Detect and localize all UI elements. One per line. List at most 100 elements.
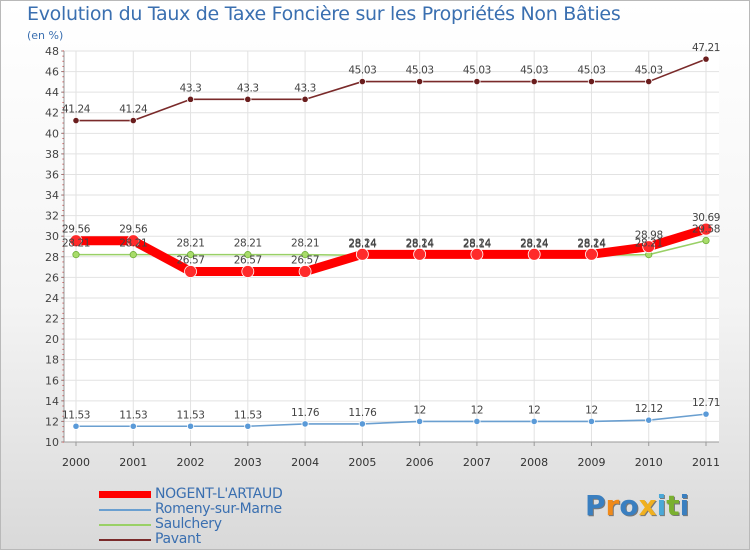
data-point bbox=[416, 77, 424, 86]
x-tick-label: 2000 bbox=[62, 456, 90, 469]
data-label: 12 bbox=[528, 404, 541, 416]
data-label: 28.21 bbox=[234, 238, 262, 250]
y-tick-label: 44 bbox=[45, 86, 59, 99]
legend-label: NOGENT-L'ARTAUD bbox=[155, 486, 283, 502]
logo-letter: P bbox=[585, 489, 606, 522]
y-tick-label: 24 bbox=[45, 292, 59, 305]
data-point bbox=[244, 422, 252, 430]
legend: NOGENT-L'ARTAUD Romeny-sur-Marne Saulche… bbox=[99, 486, 359, 547]
data-label: 47.21 bbox=[692, 42, 720, 54]
data-label: 12 bbox=[585, 404, 598, 416]
data-label: 43.3 bbox=[237, 82, 259, 94]
data-label: 28.21 bbox=[177, 238, 205, 250]
data-point bbox=[72, 422, 80, 430]
data-point bbox=[301, 420, 309, 428]
data-point bbox=[416, 417, 424, 426]
data-point bbox=[129, 116, 137, 125]
data-point bbox=[645, 416, 653, 424]
data-point bbox=[702, 236, 710, 245]
data-point bbox=[186, 422, 195, 430]
y-tick-label: 30 bbox=[45, 230, 59, 243]
data-label: 45.03 bbox=[520, 65, 548, 77]
data-label: 43.3 bbox=[294, 82, 316, 94]
series-line bbox=[76, 224, 708, 277]
data-label: 45.03 bbox=[635, 65, 663, 77]
data-point bbox=[699, 222, 713, 236]
data-label: 28.14 bbox=[520, 238, 549, 250]
data-label: 28.24 bbox=[348, 237, 377, 249]
data-label: 12.12 bbox=[635, 403, 663, 415]
data-point bbox=[358, 420, 366, 428]
legend-label: Romeny-sur-Marne bbox=[155, 501, 282, 517]
data-label: 28.24 bbox=[406, 237, 435, 249]
data-label: 28.21 bbox=[119, 238, 147, 250]
y-tick-label: 36 bbox=[45, 168, 59, 181]
data-label: 11.53 bbox=[234, 409, 262, 421]
y-tick-label: 46 bbox=[45, 66, 59, 79]
data-label: 11.53 bbox=[177, 409, 205, 421]
y-tick-label: 40 bbox=[45, 127, 59, 140]
legend-label: Pavant bbox=[155, 531, 201, 547]
logo-letter: i bbox=[679, 489, 690, 522]
data-point bbox=[186, 251, 195, 259]
data-label: 45.03 bbox=[406, 65, 434, 77]
data-label: 28.21 bbox=[62, 238, 90, 250]
x-tick-label: 2008 bbox=[520, 456, 548, 469]
legend-swatch bbox=[99, 539, 151, 541]
data-label: 29.58 bbox=[692, 224, 720, 236]
data-point bbox=[527, 247, 541, 261]
x-tick-label: 2006 bbox=[406, 456, 434, 469]
y-tick-label: 42 bbox=[45, 107, 59, 120]
data-label: 29.56 bbox=[62, 224, 91, 236]
legend-label: Saulchery bbox=[155, 516, 222, 532]
data-label: 41.24 bbox=[62, 104, 91, 116]
y-tick-label: 10 bbox=[45, 436, 59, 449]
data-point bbox=[413, 247, 427, 261]
data-point bbox=[473, 417, 481, 426]
data-label: 45.03 bbox=[348, 65, 376, 77]
proxiti-logo: Proxiti bbox=[585, 489, 689, 522]
y-tick-label: 16 bbox=[45, 374, 59, 387]
y-tick-label: 38 bbox=[45, 148, 59, 161]
logo-letter: x bbox=[638, 489, 657, 522]
data-label: 43.3 bbox=[180, 82, 202, 94]
legend-item: NOGENT-L'ARTAUD bbox=[99, 486, 359, 502]
data-label: 12.71 bbox=[692, 397, 720, 409]
data-point bbox=[129, 422, 137, 430]
data-point bbox=[645, 77, 653, 86]
data-point bbox=[126, 234, 140, 248]
data-point bbox=[470, 247, 484, 261]
data-label: 41.24 bbox=[119, 104, 148, 116]
data-point bbox=[184, 265, 197, 278]
data-label: 12 bbox=[471, 404, 484, 416]
data-point bbox=[244, 251, 252, 259]
data-point bbox=[642, 240, 656, 254]
data-point bbox=[69, 234, 83, 248]
data-point bbox=[587, 77, 596, 86]
x-tick-label: 2004 bbox=[291, 456, 319, 469]
y-tick-label: 12 bbox=[45, 415, 59, 428]
data-point bbox=[473, 77, 481, 86]
data-point bbox=[72, 251, 80, 259]
data-point bbox=[301, 95, 309, 103]
data-point bbox=[298, 265, 312, 278]
x-tick-label: 2002 bbox=[177, 456, 205, 469]
data-point bbox=[241, 265, 255, 278]
data-point bbox=[702, 55, 710, 63]
x-tick-label: 2003 bbox=[234, 456, 262, 469]
data-label: 28.21 bbox=[291, 238, 319, 250]
x-tick-label: 2009 bbox=[577, 456, 605, 469]
x-tick-label: 2007 bbox=[463, 456, 491, 469]
data-point bbox=[301, 251, 309, 259]
data-label: 12 bbox=[413, 404, 426, 416]
data-point bbox=[129, 251, 137, 259]
data-point bbox=[587, 417, 596, 426]
data-label: 28.14 bbox=[348, 238, 377, 250]
data-point bbox=[585, 247, 598, 261]
data-label: 28.14 bbox=[406, 238, 435, 250]
x-tick-label: 2005 bbox=[348, 456, 376, 469]
data-label: 28.24 bbox=[577, 237, 606, 249]
legend-swatch bbox=[99, 491, 151, 498]
